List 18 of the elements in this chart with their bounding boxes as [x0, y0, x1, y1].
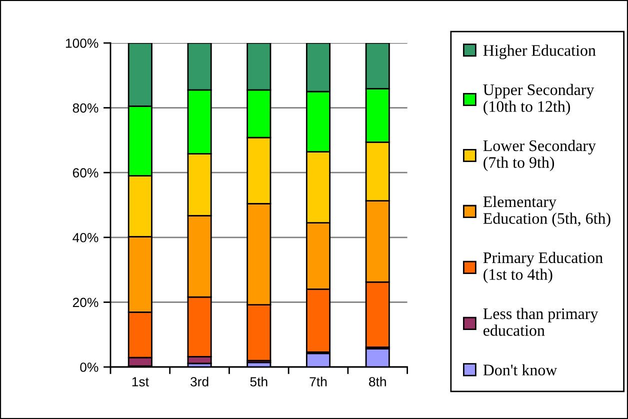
- y-tick-label: 20%: [72, 298, 98, 308]
- x-tick-label: 1st: [132, 377, 149, 386]
- y-tick-label: 60%: [72, 168, 98, 178]
- y-tick-label: 40%: [72, 232, 98, 242]
- x-tick-label: 3rd: [190, 376, 208, 386]
- legend-label: Elementary Education (5th, 6th): [483, 196, 610, 228]
- x-tick-label: 5th: [250, 376, 268, 386]
- y-tick-label: 100%: [66, 38, 98, 48]
- legend-label: Upper Secondary (10th to 12th): [483, 84, 594, 116]
- y-tick-label: 0%: [80, 362, 98, 372]
- legend-label: Higher Education: [483, 44, 596, 60]
- x-tick-label: 7th: [310, 376, 327, 386]
- legend-label: Don't know: [483, 364, 558, 376]
- legend-label: Lower Secondary (7th to 9th): [483, 140, 596, 172]
- x-tick-label: 8th: [369, 376, 386, 386]
- legend-label: Less than primary education: [483, 308, 598, 336]
- y-tick-label: 80%: [72, 103, 98, 113]
- legend-label: Primary Education (1st to 4th): [483, 252, 603, 284]
